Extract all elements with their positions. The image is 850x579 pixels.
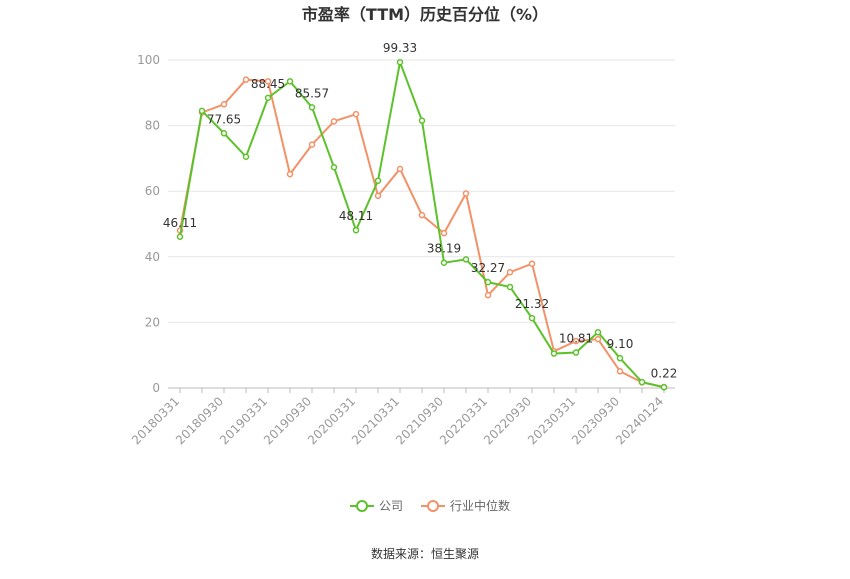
- point: [242, 153, 250, 161]
- chart-title: 市盈率（TTM）历史百分位（%）: [302, 5, 548, 24]
- x-tick-label: 20240124: [613, 394, 666, 447]
- point: [572, 349, 580, 356]
- point: [264, 94, 272, 102]
- point: [286, 170, 294, 178]
- y-tick-label: 80: [145, 119, 160, 133]
- point: [330, 118, 338, 125]
- point: [396, 165, 404, 173]
- point: [616, 368, 624, 375]
- point: [308, 141, 316, 148]
- point: [506, 268, 514, 276]
- point: [550, 350, 558, 357]
- data-label: 10.81: [559, 332, 593, 346]
- point: [484, 278, 492, 286]
- legend-marker: [427, 500, 440, 512]
- point: [616, 354, 624, 362]
- data-label: 9.10: [607, 337, 634, 351]
- point: [506, 283, 514, 291]
- point: [462, 256, 470, 263]
- point: [462, 190, 470, 197]
- point: [220, 101, 228, 108]
- point: [198, 107, 206, 115]
- y-tick-label: 60: [145, 184, 160, 198]
- point: [572, 337, 580, 345]
- point: [418, 211, 426, 219]
- legend-label: 公司: [379, 499, 403, 513]
- point: [330, 164, 338, 171]
- source: 数据来源：恒生聚源: [371, 546, 479, 561]
- point: [528, 314, 536, 322]
- point: [374, 177, 382, 184]
- point: [418, 117, 426, 124]
- y-tick-label: 0: [152, 381, 160, 395]
- point: [484, 291, 492, 299]
- point: [220, 130, 228, 137]
- point: [660, 384, 668, 391]
- point: [176, 233, 184, 241]
- point: [374, 192, 382, 200]
- point: [264, 78, 272, 85]
- data-label: 88.45: [251, 77, 285, 91]
- point: [242, 76, 250, 83]
- data-label: 77.65: [207, 112, 241, 126]
- legend-label: 行业中位数: [450, 498, 510, 513]
- y-tick-label: 20: [145, 315, 160, 329]
- point: [352, 226, 360, 234]
- data-label: 21.32: [515, 297, 549, 311]
- data-label: 85.57: [295, 86, 329, 100]
- point: [638, 378, 646, 386]
- point: [440, 259, 448, 266]
- point: [352, 110, 360, 118]
- point: [396, 58, 404, 66]
- data-label: 0.22: [651, 366, 678, 380]
- point: [286, 78, 294, 85]
- legend-marker: [356, 500, 368, 512]
- point: [594, 328, 602, 336]
- point: [308, 104, 316, 111]
- y-tick-label: 40: [145, 250, 160, 264]
- y-tick-label: 100: [137, 53, 160, 67]
- data-label: 48.11: [339, 209, 373, 223]
- data-label: 99.33: [383, 41, 417, 55]
- data-label: 32.27: [471, 261, 505, 275]
- data-label: 46.11: [163, 216, 197, 230]
- point: [528, 260, 536, 267]
- point: [594, 335, 602, 343]
- data-label: 38.19: [427, 242, 461, 256]
- point: [440, 229, 448, 237]
